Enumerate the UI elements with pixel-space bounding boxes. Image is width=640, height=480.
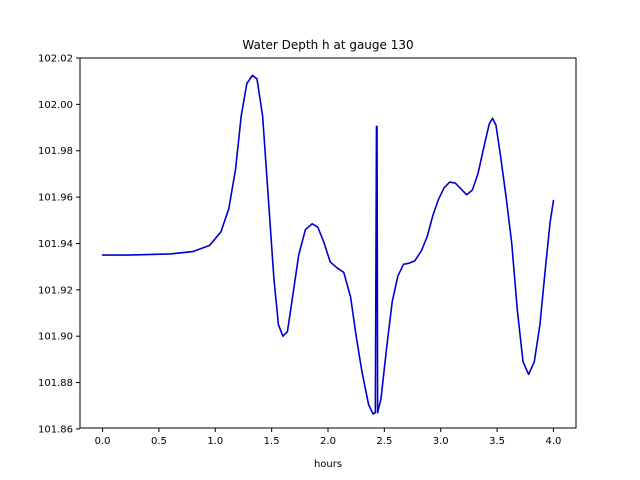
y-tick-label: 101.98 <box>38 146 73 157</box>
x-tick-label: 3.5 <box>489 436 505 447</box>
x-tick-label: 2.0 <box>320 436 336 447</box>
series-line <box>101 74 555 415</box>
y-tick-label: 101.90 <box>38 332 73 343</box>
y-tick-label: 101.86 <box>38 424 73 435</box>
y-tick-label: 101.92 <box>38 285 73 296</box>
x-tick-label: 1.0 <box>207 436 223 447</box>
x-tick-label: 0.5 <box>151 436 167 447</box>
y-axis: 101.86 101.88 101.90 101.92 101.94 101.96 101.… <box>38 54 80 435</box>
x-tick-label: 3.0 <box>433 436 449 447</box>
x-tick-label: 1.5 <box>264 436 280 447</box>
x-tick-label: 0.0 <box>95 436 111 447</box>
y-tick-label: 101.88 <box>38 378 73 389</box>
y-tick-label: 102.02 <box>38 54 73 65</box>
y-tick-label: 102.00 <box>38 100 73 111</box>
plot-area <box>101 74 555 415</box>
x-tick-label: 4.0 <box>546 436 562 447</box>
y-tick-label: 101.94 <box>38 239 73 250</box>
x-axis-label: hours <box>314 459 342 470</box>
x-tick-label: 2.5 <box>376 436 392 447</box>
y-tick-label: 101.96 <box>38 193 73 204</box>
chart-title: Water Depth h at gauge 130 <box>242 38 413 52</box>
x-axis: 0.0 0.5 1.0 1.5 2.0 2.5 3.0 3.5 4.0 <box>95 428 562 447</box>
plot-frame <box>79 57 577 429</box>
